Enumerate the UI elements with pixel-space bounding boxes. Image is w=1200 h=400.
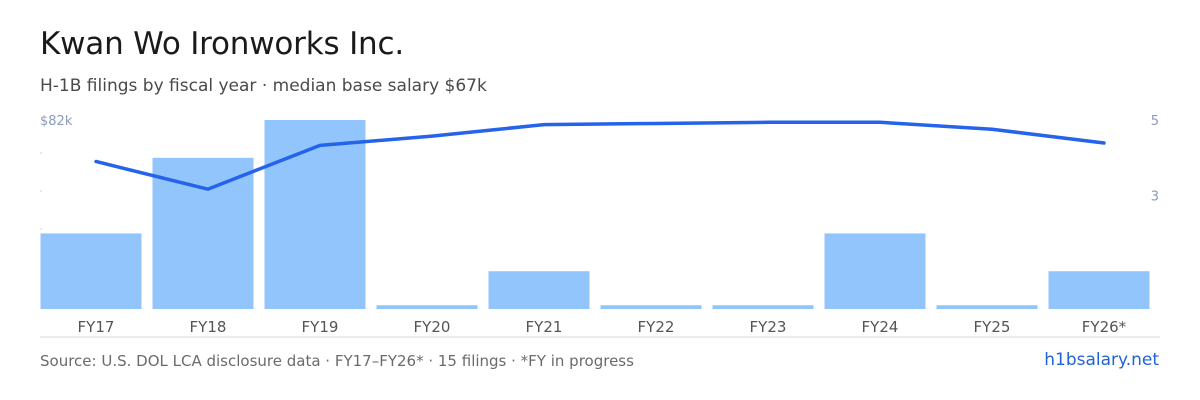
x-tick-label: FY18 bbox=[190, 318, 227, 336]
y-right-tick-label: 3 bbox=[1151, 190, 1159, 205]
chart-title: Kwan Wo Ironworks Inc. bbox=[40, 26, 404, 62]
x-tick-label: FY19 bbox=[302, 318, 339, 336]
bar-fy19 bbox=[264, 120, 366, 309]
x-tick-label: FY22 bbox=[638, 318, 675, 336]
x-tick-label: FY26* bbox=[1082, 318, 1127, 336]
bar-fy21 bbox=[488, 271, 590, 309]
x-tick-label: FY25 bbox=[974, 318, 1011, 336]
bar-fy26 bbox=[1048, 271, 1150, 309]
chart-subtitle: H-1B filings by fiscal year · median bas… bbox=[40, 76, 487, 96]
salary-line bbox=[94, 120, 1106, 191]
axis-dot bbox=[40, 228, 42, 230]
brand-link[interactable]: h1bsalary.net bbox=[1044, 350, 1159, 370]
y-left-tick-label: $82k bbox=[40, 114, 73, 129]
axis-dot bbox=[40, 152, 42, 154]
bar-fy25 bbox=[936, 305, 1038, 309]
x-tick-label: FY17 bbox=[78, 318, 115, 336]
bar-fy23 bbox=[712, 305, 814, 309]
x-tick-label: FY21 bbox=[526, 318, 563, 336]
bar-fy24 bbox=[824, 233, 926, 309]
source-note: Source: U.S. DOL LCA disclosure data · F… bbox=[40, 352, 634, 370]
x-tick-label: FY20 bbox=[414, 318, 451, 336]
bar-fy17 bbox=[40, 233, 142, 309]
x-tick-label: FY23 bbox=[750, 318, 787, 336]
combo-chart: FY17 FY18 FY19 FY20 FY21 FY22 FY23 FY24 FY25 FY26… bbox=[40, 114, 1160, 338]
y-right-tick-label: 5 bbox=[1151, 114, 1159, 129]
bar-fy20 bbox=[376, 305, 478, 309]
bar-fy22 bbox=[600, 305, 702, 309]
axis-dot bbox=[40, 190, 42, 192]
bar-fy18 bbox=[152, 157, 254, 309]
x-tick-label: FY24 bbox=[862, 318, 899, 336]
